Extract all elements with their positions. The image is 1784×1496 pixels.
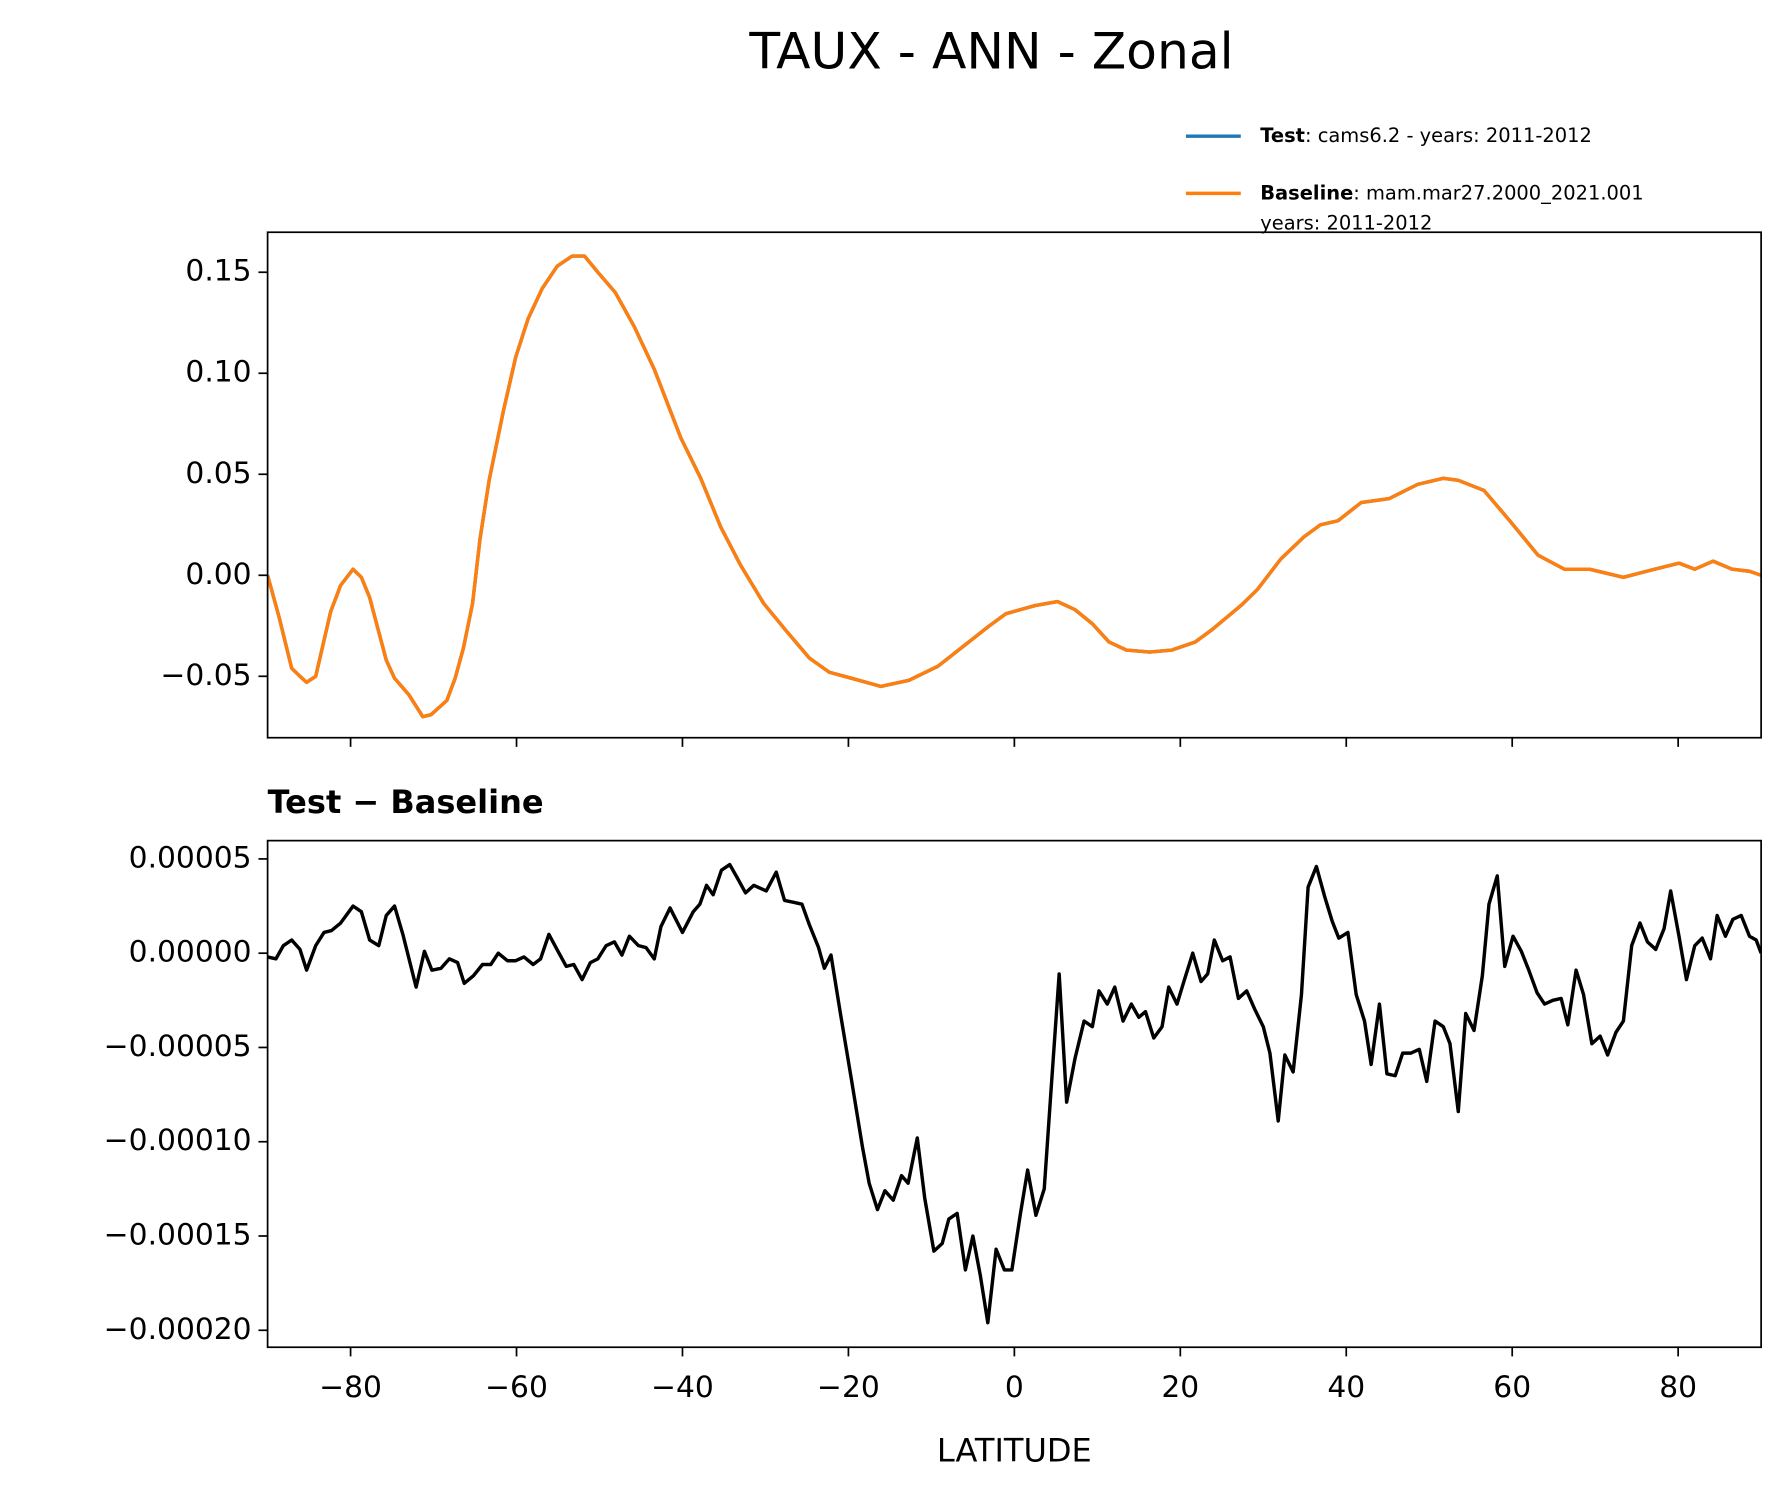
figure-title: TAUX - ANN - Zonal [748,21,1233,80]
y-tick-label: −0.05 [161,658,252,693]
data-line [267,862,1762,1325]
y-tick-label: 0.15 [185,254,251,289]
x-tick-label: 80 [1659,1370,1697,1405]
x-tick-label: −20 [817,1370,880,1405]
y-tick-label: 0.05 [185,456,251,491]
y-tick-label: −0.00005 [104,1029,252,1064]
data-line [267,254,1762,719]
axes-frame [266,839,1762,1349]
x-tick-label: −40 [651,1370,714,1405]
legend-name: Test [1260,124,1305,147]
y-tick-label: −0.00020 [104,1312,252,1347]
x-tick-label: 40 [1327,1370,1365,1405]
y-tick-label: 0.10 [185,355,251,390]
legend-label: : mam.mar27.2000_2021.001 [1353,181,1643,204]
y-tick-label: −0.00010 [104,1123,252,1158]
x-tick-label: −80 [319,1370,382,1405]
x-tick-label: 0 [1005,1370,1024,1405]
y-tick-label: 0.00000 [129,935,252,970]
y-tick-label: 0.00005 [129,840,252,875]
x-tick-label: 20 [1161,1370,1199,1405]
x-tick-label: 60 [1493,1370,1531,1405]
legend-label: : cams6.2 - years: 2011-2012 [1305,124,1592,147]
legend-entry-line2: years: 2011-2012 [1260,212,1432,235]
axes-frame [266,231,1762,739]
y-tick-label: −0.00015 [104,1218,252,1253]
subplot-title: Test − Baseline [268,783,544,821]
y-tick-label: 0.00 [185,557,251,592]
legend-name: Baseline [1260,181,1353,204]
legend-entry: Baseline: mam.mar27.2000_2021.001 [1260,181,1643,204]
legend-entry: Test: cams6.2 - years: 2011-2012 [1260,124,1592,147]
x-tick-label: −60 [485,1370,548,1405]
x-axis-label: LATITUDE [937,1431,1092,1469]
